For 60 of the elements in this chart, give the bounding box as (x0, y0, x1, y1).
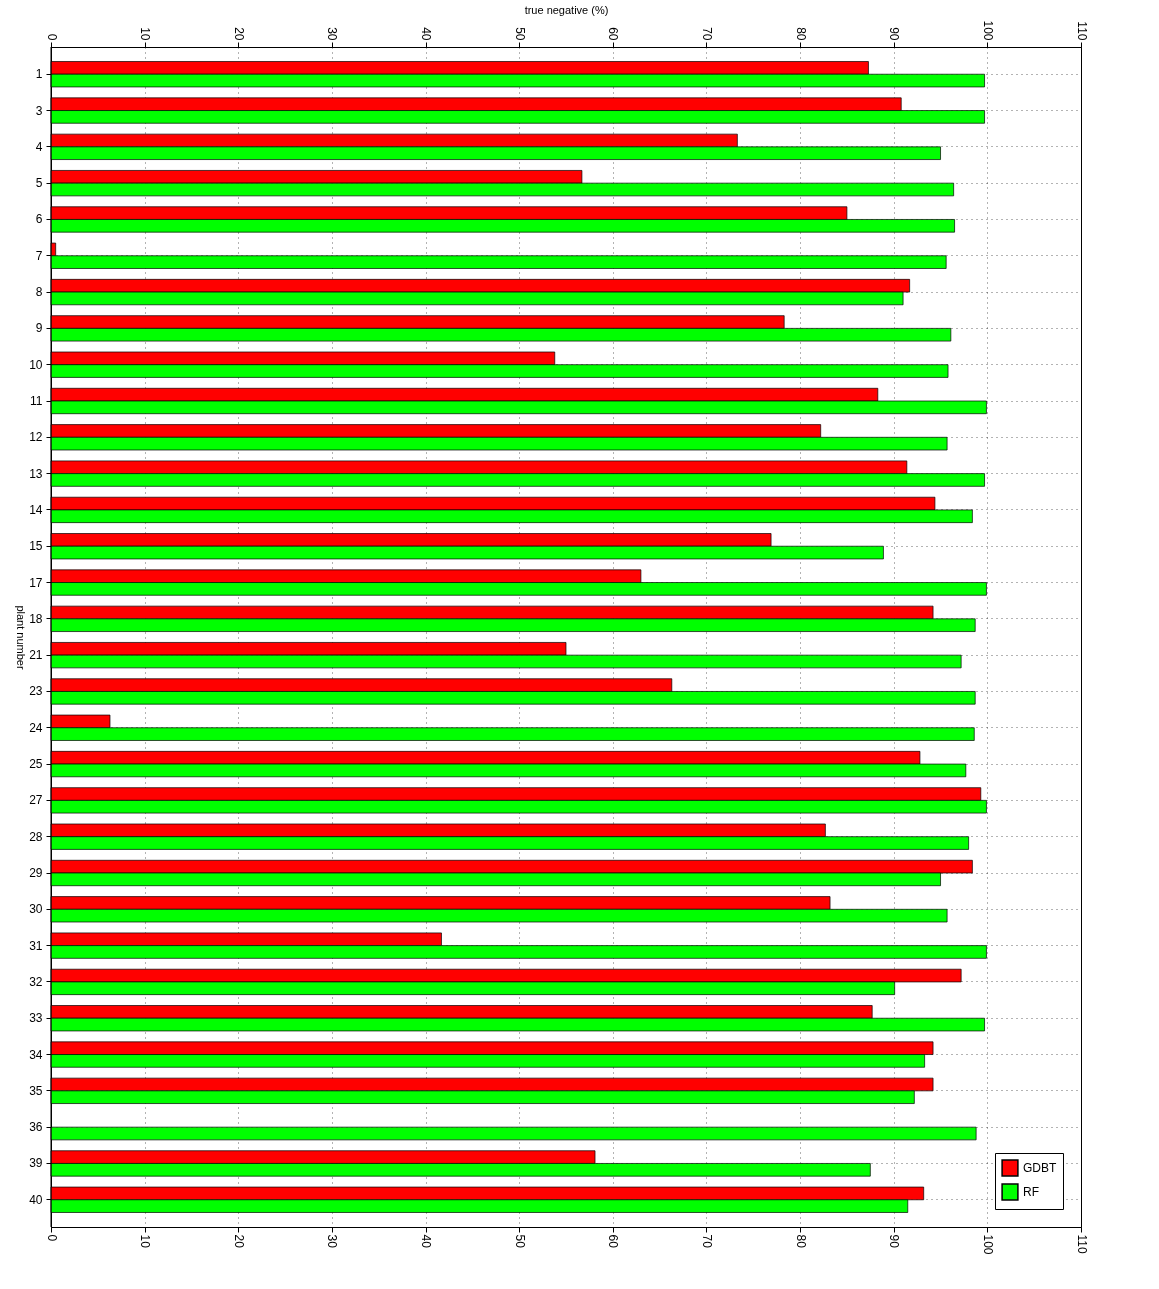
y-tick-label: 10 (29, 357, 43, 372)
y-tick-label: 21 (29, 648, 43, 663)
x-tick-label: 60 (606, 27, 621, 41)
y-tick-label: 9 (35, 321, 43, 336)
x-tick-label: 80 (793, 27, 808, 41)
y-tick-label: 3 (35, 103, 43, 118)
x2-tick-label: 40 (419, 1234, 434, 1249)
x-tick-label: 40 (419, 27, 434, 41)
x-tick-label: 110 (1074, 21, 1089, 41)
x-tick-label: 30 (325, 27, 340, 41)
y-tick-label: 33 (29, 1011, 43, 1026)
y-tick-label: 34 (29, 1047, 43, 1062)
x2-tick-label: 10 (138, 1234, 153, 1249)
y-tick-label: 32 (29, 974, 43, 989)
y-tick-label: 7 (35, 248, 43, 263)
x2-tick-label: 60 (606, 1234, 621, 1249)
x-tick-label: 20 (231, 27, 246, 41)
y-tick-label: 11 (30, 394, 43, 408)
x-tick-label: 70 (699, 27, 714, 41)
y-tick-label: 4 (35, 139, 43, 154)
legend-label: GDBT (1023, 1161, 1057, 1175)
x-tick-label: 90 (887, 27, 902, 41)
y-tick-label: 23 (29, 684, 43, 699)
x2-tick-label: 50 (512, 1234, 527, 1249)
y-tick-label: 31 (29, 938, 43, 953)
y-axis-title: plant number (15, 605, 28, 670)
y-tick-label: 5 (35, 176, 43, 191)
x2-tick-label: 30 (325, 1234, 340, 1249)
x2-tick-label: 0 (44, 1234, 59, 1242)
y-tick-label: 28 (29, 829, 43, 844)
y-tick-label: 30 (29, 902, 43, 917)
y-tick-label: 39 (29, 1156, 43, 1171)
legend-label: RF (1023, 1185, 1039, 1199)
x2-tick-label: 110 (1074, 1234, 1089, 1254)
x2-tick-label: 90 (887, 1234, 902, 1249)
y-tick-label: 13 (29, 466, 43, 481)
y-tick-label: 8 (35, 285, 43, 300)
x-axis-title: true negative (%) (524, 4, 609, 17)
y-tick-label: 17 (29, 575, 43, 590)
y-tick-label: 29 (29, 866, 43, 880)
x-tick-label: 50 (512, 27, 527, 41)
y-tick-label: 14 (29, 502, 43, 517)
x-tick-label: 10 (138, 27, 153, 41)
y-tick-label: 6 (35, 212, 43, 227)
x-tick-label: 100 (980, 20, 995, 41)
x2-tick-label: 80 (793, 1234, 808, 1249)
x2-tick-label: 20 (231, 1234, 246, 1249)
y-tick-label: 1 (35, 67, 43, 82)
y-tick-label: 40 (29, 1192, 43, 1207)
y-tick-label: 18 (29, 611, 43, 626)
y-tick-label: 27 (29, 793, 43, 808)
y-tick-label: 15 (29, 539, 43, 554)
y-tick-label: 25 (29, 757, 43, 772)
x-tick-label: 0 (44, 33, 59, 41)
x2-tick-label: 70 (699, 1234, 714, 1249)
y-tick-label: 36 (29, 1120, 43, 1135)
x2-tick-label: 100 (980, 1234, 995, 1255)
y-tick-label: 24 (29, 720, 43, 735)
y-tick-label: 12 (29, 430, 43, 445)
y-tick-label: 35 (29, 1083, 43, 1098)
